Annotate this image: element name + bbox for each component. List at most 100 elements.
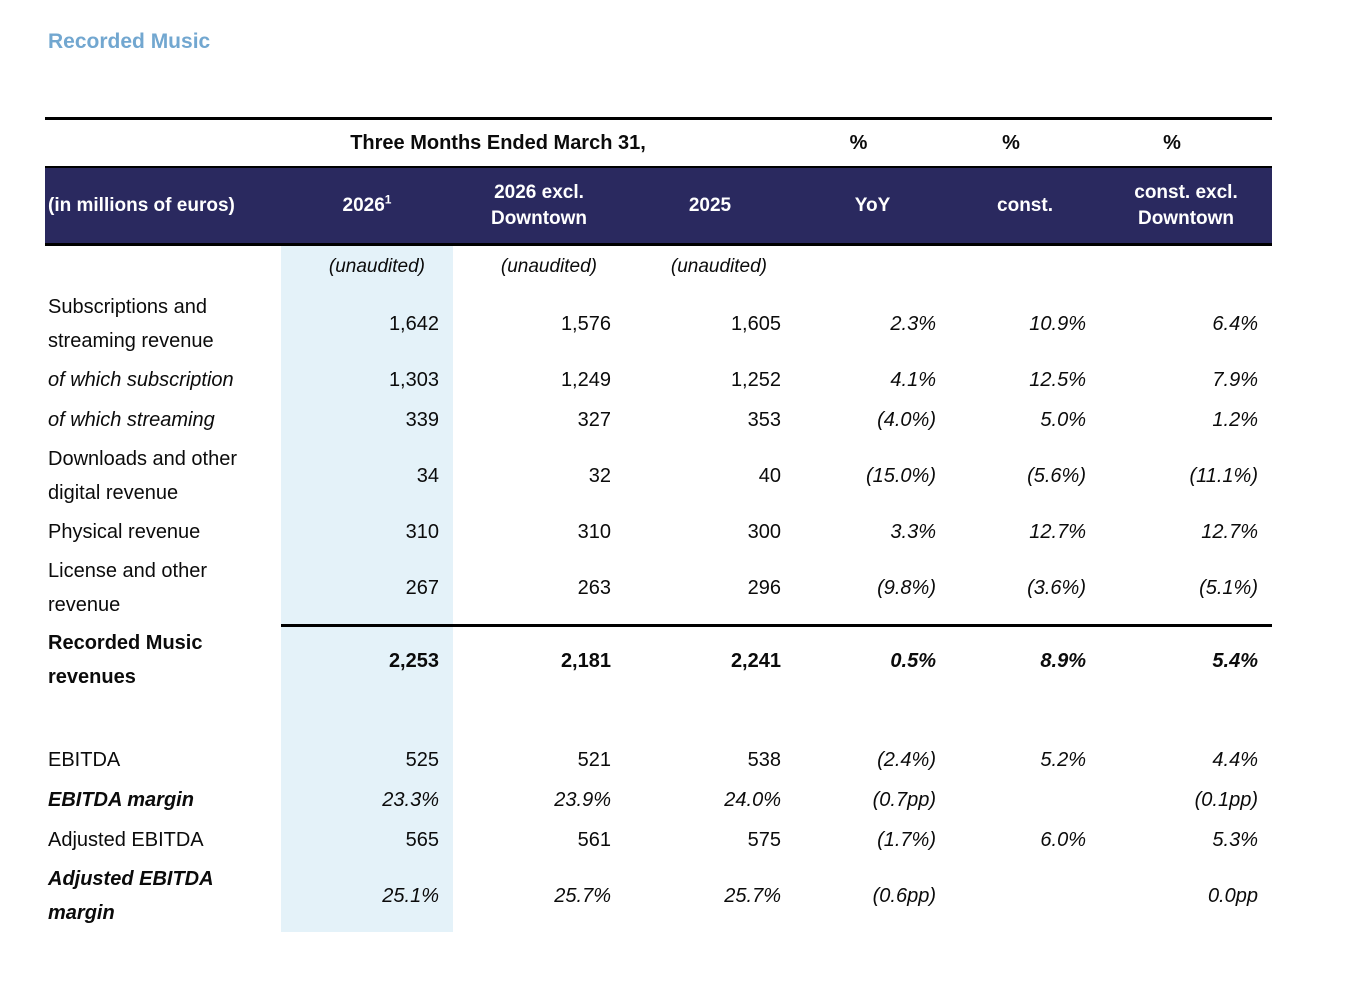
table-cell: 6.0% bbox=[1040, 828, 1086, 851]
table-cell: 3.3% bbox=[890, 520, 936, 543]
column-header-2025: 2025 bbox=[625, 166, 795, 246]
table-cell: 23.9% bbox=[554, 788, 611, 811]
table-cell: 10.9% bbox=[1029, 312, 1086, 335]
spacer-cell bbox=[950, 696, 1100, 740]
table-cell: 575 bbox=[747, 828, 781, 851]
table-cell: 5.0% bbox=[1040, 408, 1086, 431]
corner-cell bbox=[45, 120, 281, 166]
table-cell: 0.0pp bbox=[1207, 884, 1258, 907]
table-cell: 23.3% bbox=[281, 780, 453, 820]
table-cell: 40 bbox=[758, 464, 781, 487]
table-cell: 339 bbox=[281, 400, 453, 440]
table-cell: 2,181 bbox=[453, 624, 625, 696]
row-label: Downloads and other digital revenue bbox=[48, 448, 238, 504]
table-cell: 4.4% bbox=[1212, 748, 1258, 771]
table-cell: 24.0% bbox=[724, 788, 781, 811]
table-cell: 310 bbox=[577, 520, 611, 543]
table-cell: (0.6pp) bbox=[872, 884, 936, 907]
row-label: EBITDA margin bbox=[48, 789, 194, 811]
table-cell: 300 bbox=[747, 520, 781, 543]
table-cell: 0.5% bbox=[795, 624, 950, 696]
table-cell: (5.6%) bbox=[1027, 464, 1086, 487]
table-cell: (0.1pp) bbox=[1194, 788, 1258, 811]
table-cell: 1,252 bbox=[730, 368, 781, 391]
table-cell: 4.1% bbox=[890, 368, 936, 391]
table-cell: 2.3% bbox=[890, 312, 936, 335]
table-cell: (2.4%) bbox=[877, 748, 936, 771]
column-header-const: const. bbox=[950, 166, 1100, 246]
table-cell: 525 bbox=[281, 740, 453, 780]
table-cell: 561 bbox=[577, 828, 611, 851]
footnote-marker: 1 bbox=[384, 192, 392, 207]
row-label: Physical revenue bbox=[48, 521, 201, 543]
spacer-cell bbox=[1100, 696, 1272, 740]
table-cell: 8.9% bbox=[950, 624, 1100, 696]
table-cell: 2,253 bbox=[281, 624, 453, 696]
percent-header: % bbox=[1163, 131, 1181, 154]
row-label: Adjusted EBITDA margin bbox=[48, 868, 213, 924]
table-cell: 521 bbox=[577, 748, 611, 771]
table-cell: 5.3% bbox=[1212, 828, 1258, 851]
unaudited-note: (unaudited) bbox=[500, 256, 597, 277]
table-cell: 7.9% bbox=[1212, 368, 1258, 391]
row-label: License and other revenue bbox=[48, 560, 208, 616]
unaudited-note: (unaudited) bbox=[670, 256, 767, 277]
table-cell: 1,605 bbox=[730, 312, 781, 335]
row-label: Recorded Music revenues bbox=[48, 632, 203, 688]
table-cell: 1,576 bbox=[560, 312, 611, 335]
row-label-header: (in millions of euros) bbox=[45, 166, 281, 246]
empty-cell bbox=[950, 246, 1100, 288]
table-cell: 1,303 bbox=[281, 360, 453, 400]
row-label: of which subscription bbox=[48, 369, 234, 391]
table-cell: (3.6%) bbox=[1027, 576, 1086, 599]
table-cell: 1.2% bbox=[1212, 408, 1258, 431]
row-label-header-text: (in millions of euros) bbox=[48, 195, 235, 216]
table-cell: (1.7%) bbox=[877, 828, 936, 851]
row-label: Adjusted EBITDA bbox=[48, 829, 204, 851]
table-cell: (15.0%) bbox=[865, 464, 936, 487]
table-cell: 6.4% bbox=[1212, 312, 1258, 335]
table-cell: 12.7% bbox=[1201, 520, 1258, 543]
spacer-cell bbox=[795, 696, 950, 740]
table-cell: 32 bbox=[588, 464, 611, 487]
table-cell: 34 bbox=[281, 440, 453, 512]
table-cell: 310 bbox=[281, 512, 453, 552]
period-header: Three Months Ended March 31, bbox=[350, 131, 646, 154]
table-cell: 263 bbox=[577, 576, 611, 599]
percent-header: % bbox=[849, 131, 868, 154]
column-header-yoy: YoY bbox=[795, 166, 950, 246]
table-cell: 1,249 bbox=[560, 368, 611, 391]
page-title: Recorded Music bbox=[48, 30, 211, 53]
empty-cell bbox=[45, 246, 281, 288]
column-header-const-excl-downtown: const. excl. Downtown bbox=[1100, 166, 1272, 246]
table-cell: 1,642 bbox=[281, 288, 453, 360]
table-cell: 5.2% bbox=[1040, 748, 1086, 771]
row-label: Subscriptions and streaming revenue bbox=[48, 296, 214, 352]
table-cell: (4.0%) bbox=[877, 408, 936, 431]
spacer-cell bbox=[45, 696, 281, 740]
table-cell: 12.7% bbox=[1029, 520, 1086, 543]
empty-cell bbox=[795, 246, 950, 288]
row-label: of which streaming bbox=[48, 409, 215, 431]
table-cell: 2,241 bbox=[625, 624, 795, 696]
table-cell bbox=[950, 860, 1100, 932]
table-cell: (11.1%) bbox=[1189, 464, 1258, 487]
table-cell: 353 bbox=[747, 408, 781, 431]
table-cell: 25.7% bbox=[554, 884, 611, 907]
table-cell: 327 bbox=[577, 408, 611, 431]
empty-cell bbox=[1100, 246, 1272, 288]
table-cell: 25.1% bbox=[281, 860, 453, 932]
table-cell: (5.1%) bbox=[1199, 576, 1258, 599]
spacer-cell bbox=[625, 696, 795, 740]
spacer-cell bbox=[281, 696, 453, 740]
table-cell: 296 bbox=[747, 576, 781, 599]
table-cell: 565 bbox=[281, 820, 453, 860]
percent-header: % bbox=[1002, 131, 1020, 154]
recorded-music-table: Three Months Ended March 31, % % % (in m… bbox=[45, 117, 1272, 932]
table-cell: (0.7pp) bbox=[872, 788, 936, 811]
table-cell: 25.7% bbox=[724, 884, 781, 907]
unaudited-note: (unaudited) bbox=[281, 246, 453, 288]
table-cell bbox=[950, 780, 1100, 820]
column-header-2026: 20261 bbox=[281, 166, 453, 246]
column-header-2026-excl-downtown: 2026 excl. Downtown bbox=[453, 166, 625, 246]
